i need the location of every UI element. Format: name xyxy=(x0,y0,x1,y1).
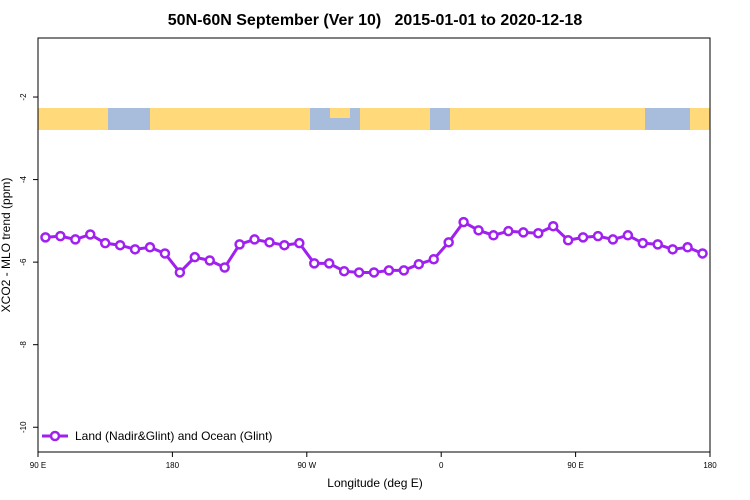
map-land xyxy=(450,108,645,130)
point xyxy=(547,220,559,232)
legend-label: Land (Nadir&Glint) and Ocean (Glint) xyxy=(75,429,272,443)
map-land xyxy=(360,108,430,130)
x-tick-label: 0 xyxy=(439,461,444,470)
point xyxy=(40,232,51,243)
point xyxy=(667,244,678,255)
point xyxy=(697,248,708,259)
point xyxy=(458,216,469,228)
map-land xyxy=(38,108,108,130)
point xyxy=(488,230,499,241)
point xyxy=(622,230,634,241)
y-tick-label: -2 xyxy=(19,93,28,101)
point xyxy=(99,237,111,249)
y-tick-label: -10 xyxy=(19,421,28,433)
point xyxy=(55,230,66,242)
y-tick-label: -4 xyxy=(19,175,28,183)
point xyxy=(682,242,693,253)
point xyxy=(607,234,619,245)
point xyxy=(323,258,335,269)
point xyxy=(413,258,425,270)
point xyxy=(353,267,365,278)
legend: Land (Nadir&Glint) and Ocean (Glint) xyxy=(42,429,272,443)
y-axis-label: XCO2 - MLO trend (ppm) xyxy=(0,178,13,313)
point xyxy=(383,265,395,276)
point xyxy=(533,227,544,239)
map-land xyxy=(690,108,710,130)
point xyxy=(189,251,201,263)
series-line xyxy=(45,220,704,275)
point xyxy=(637,237,649,249)
x-tick-label: 90 E xyxy=(30,461,46,470)
point xyxy=(562,235,574,246)
map-land xyxy=(150,108,310,130)
point xyxy=(398,265,410,276)
point xyxy=(85,229,96,240)
point xyxy=(219,262,230,273)
point xyxy=(368,267,380,278)
point xyxy=(652,239,663,250)
point xyxy=(503,225,514,237)
point xyxy=(577,232,589,243)
point xyxy=(443,237,454,248)
y-tick-label: -8 xyxy=(19,341,28,349)
point xyxy=(592,230,604,242)
point xyxy=(294,237,305,249)
point xyxy=(309,258,320,269)
y-tick-label: -6 xyxy=(19,258,28,266)
x-tick-label: 180 xyxy=(166,461,180,470)
point xyxy=(159,248,171,259)
point xyxy=(518,227,529,238)
point xyxy=(70,234,81,245)
point xyxy=(114,239,126,251)
point xyxy=(338,265,350,277)
x-tick-label: 90 W xyxy=(297,461,316,470)
map-land xyxy=(330,108,350,118)
point xyxy=(234,239,245,250)
point xyxy=(428,253,439,265)
point xyxy=(473,225,484,236)
map-strip xyxy=(38,108,710,130)
point xyxy=(129,244,141,255)
point xyxy=(204,255,215,266)
point xyxy=(174,267,186,278)
x-tick-label: 90 E xyxy=(567,461,583,470)
legend-marker xyxy=(49,430,61,442)
plot-frame xyxy=(37,37,711,453)
point xyxy=(279,239,290,251)
point xyxy=(144,242,156,253)
x-tick-label: 180 xyxy=(703,461,717,470)
point xyxy=(249,234,260,245)
chart-title: 50N-60N September (Ver 10) 2015-01-01 to… xyxy=(168,12,583,29)
point xyxy=(264,237,275,248)
x-axis-label: Longitude (deg E) xyxy=(327,476,422,490)
